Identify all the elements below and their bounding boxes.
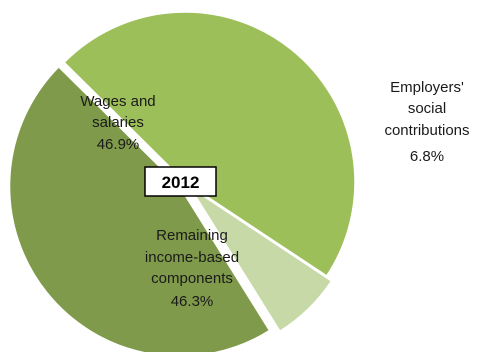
pie-slice-remaining [8,65,271,352]
pie-slices [8,11,356,352]
slice-label-employers-line-3: contributions [384,122,469,139]
slice-label-wages-line-2: salaries [92,114,144,131]
slice-value-remaining: 46.3% [171,293,214,310]
pie-slice-employers [189,186,333,333]
slice-label-wages-line-1: Wages and [80,93,155,110]
slice-label-employers-line-2: social [408,100,446,117]
slice-label-employers-line-1: Employers' [390,79,464,96]
slice-value-wages: 46.9% [97,136,140,153]
slice-label-wages: Wages and salaries 46.9% [80,93,155,153]
slice-label-remaining-line-2: income-based [145,249,239,266]
pie-slice-wages [63,11,356,277]
year-box: 2012 [144,166,217,197]
year-label: 2012 [162,173,200,192]
slice-label-remaining-line-1: Remaining [156,227,228,244]
slice-label-remaining: Remaining income-based components 46.3% [145,227,239,310]
slice-label-employers: Employers' social contributions 6.8% [384,79,469,165]
slice-value-employers: 6.8% [410,148,444,165]
year-box-frame [144,166,217,197]
slice-label-remaining-line-3: components [151,270,233,287]
